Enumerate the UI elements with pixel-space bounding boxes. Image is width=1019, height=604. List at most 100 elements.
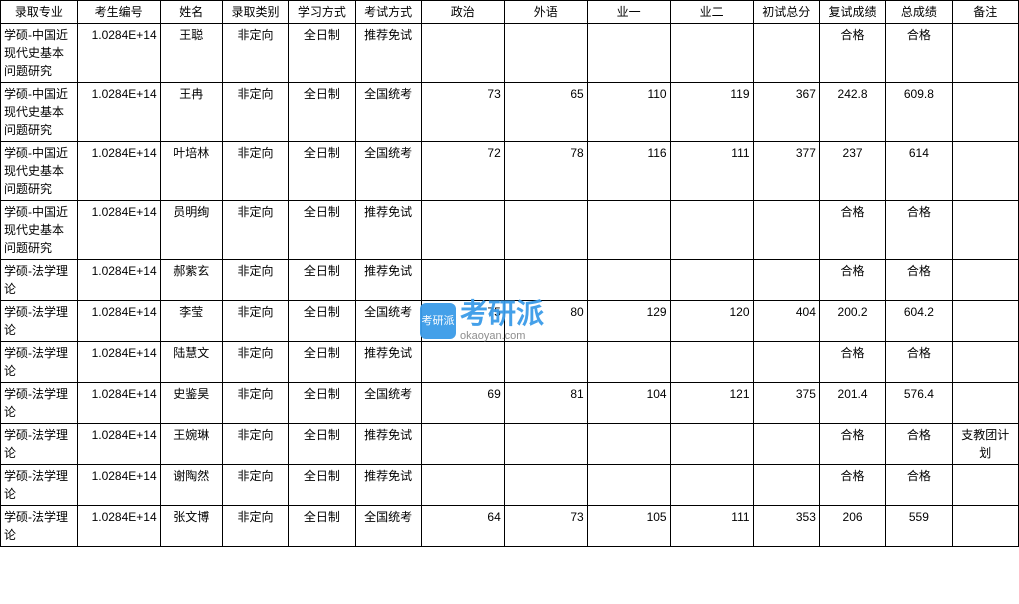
table-cell: 非定向 bbox=[222, 24, 288, 83]
table-row: 学硕-法学理论1.0284E+14郝紫玄非定向全日制推荐免试合格合格 bbox=[1, 260, 1019, 301]
table-cell: 学硕-法学理论 bbox=[1, 465, 78, 506]
col-header: 政治 bbox=[421, 1, 504, 24]
table-cell: 1.0284E+14 bbox=[77, 506, 160, 547]
table-cell bbox=[670, 260, 753, 301]
table-cell: 全日制 bbox=[289, 142, 355, 201]
table-cell: 120 bbox=[670, 301, 753, 342]
table-cell bbox=[504, 342, 587, 383]
table-cell bbox=[670, 424, 753, 465]
table-cell: 非定向 bbox=[222, 201, 288, 260]
table-cell: 合格 bbox=[819, 24, 885, 83]
table-cell: 576.4 bbox=[886, 383, 952, 424]
table-cell: 郝紫玄 bbox=[160, 260, 222, 301]
table-cell: 全日制 bbox=[289, 383, 355, 424]
table-cell: 614 bbox=[886, 142, 952, 201]
table-cell bbox=[421, 201, 504, 260]
table-cell: 375 bbox=[753, 383, 819, 424]
table-cell: 1.0284E+14 bbox=[77, 342, 160, 383]
table-cell: 119 bbox=[670, 83, 753, 142]
table-cell bbox=[421, 342, 504, 383]
table-cell: 推荐免试 bbox=[355, 424, 421, 465]
table-cell bbox=[753, 201, 819, 260]
table-cell: 201.4 bbox=[819, 383, 885, 424]
table-cell: 377 bbox=[753, 142, 819, 201]
table-cell: 推荐免试 bbox=[355, 465, 421, 506]
table-row: 学硕-法学理论1.0284E+14张文博非定向全日制全国统考6473105111… bbox=[1, 506, 1019, 547]
table-cell: 非定向 bbox=[222, 142, 288, 201]
table-cell: 非定向 bbox=[222, 383, 288, 424]
table-cell bbox=[753, 424, 819, 465]
col-header: 复试成绩 bbox=[819, 1, 885, 24]
table-cell: 合格 bbox=[819, 342, 885, 383]
table-cell: 合格 bbox=[819, 465, 885, 506]
table-row: 学硕-中国近现代史基本问题研究1.0284E+14员明绚非定向全日制推荐免试合格… bbox=[1, 201, 1019, 260]
table-cell: 1.0284E+14 bbox=[77, 465, 160, 506]
table-cell bbox=[952, 301, 1018, 342]
table-cell: 非定向 bbox=[222, 83, 288, 142]
table-cell: 学硕-法学理论 bbox=[1, 342, 78, 383]
col-header: 备注 bbox=[952, 1, 1018, 24]
table-cell: 116 bbox=[587, 142, 670, 201]
table-cell: 全国统考 bbox=[355, 506, 421, 547]
table-cell: 206 bbox=[819, 506, 885, 547]
table-cell: 全国统考 bbox=[355, 301, 421, 342]
table-cell: 全日制 bbox=[289, 83, 355, 142]
table-cell: 全日制 bbox=[289, 301, 355, 342]
table-cell: 王聪 bbox=[160, 24, 222, 83]
col-header: 姓名 bbox=[160, 1, 222, 24]
table-cell bbox=[421, 424, 504, 465]
table-cell: 张文博 bbox=[160, 506, 222, 547]
table-cell bbox=[587, 201, 670, 260]
table-cell: 学硕-法学理论 bbox=[1, 424, 78, 465]
table-cell bbox=[670, 342, 753, 383]
table-cell: 推荐免试 bbox=[355, 342, 421, 383]
table-cell bbox=[952, 142, 1018, 201]
table-cell bbox=[421, 24, 504, 83]
table-cell: 学硕-法学理论 bbox=[1, 301, 78, 342]
col-header: 学习方式 bbox=[289, 1, 355, 24]
table-row: 学硕-法学理论1.0284E+14王婉琳非定向全日制推荐免试合格合格支教团计划 bbox=[1, 424, 1019, 465]
col-header: 外语 bbox=[504, 1, 587, 24]
table-cell: 谢陶然 bbox=[160, 465, 222, 506]
table-cell bbox=[952, 260, 1018, 301]
table-cell: 合格 bbox=[886, 424, 952, 465]
table-cell: 合格 bbox=[886, 201, 952, 260]
table-cell bbox=[504, 260, 587, 301]
table-cell: 1.0284E+14 bbox=[77, 383, 160, 424]
table-cell bbox=[587, 424, 670, 465]
table-cell: 王婉琳 bbox=[160, 424, 222, 465]
table-cell: 353 bbox=[753, 506, 819, 547]
table-cell bbox=[504, 424, 587, 465]
col-header: 考试方式 bbox=[355, 1, 421, 24]
table-cell: 200.2 bbox=[819, 301, 885, 342]
table-cell bbox=[504, 465, 587, 506]
table-cell: 604.2 bbox=[886, 301, 952, 342]
table-cell: 学硕-法学理论 bbox=[1, 260, 78, 301]
table-cell: 支教团计划 bbox=[952, 424, 1018, 465]
table-cell: 1.0284E+14 bbox=[77, 301, 160, 342]
col-header: 业一 bbox=[587, 1, 670, 24]
table-cell: 69 bbox=[421, 383, 504, 424]
table-cell: 合格 bbox=[819, 201, 885, 260]
table-cell: 全日制 bbox=[289, 24, 355, 83]
table-cell bbox=[587, 24, 670, 83]
table-cell: 72 bbox=[421, 142, 504, 201]
table-cell: 1.0284E+14 bbox=[77, 24, 160, 83]
table-cell bbox=[952, 201, 1018, 260]
table-cell: 史鉴昊 bbox=[160, 383, 222, 424]
table-row: 学硕-法学理论1.0284E+14陆慧文非定向全日制推荐免试合格合格 bbox=[1, 342, 1019, 383]
table-cell: 81 bbox=[504, 383, 587, 424]
table-cell bbox=[952, 24, 1018, 83]
table-row: 学硕-法学理论1.0284E+14谢陶然非定向全日制推荐免试合格合格 bbox=[1, 465, 1019, 506]
table-cell: 78 bbox=[504, 142, 587, 201]
table-cell: 全日制 bbox=[289, 260, 355, 301]
table-cell: 合格 bbox=[819, 424, 885, 465]
table-cell: 全日制 bbox=[289, 465, 355, 506]
table-cell: 合格 bbox=[886, 342, 952, 383]
table-cell: 李莹 bbox=[160, 301, 222, 342]
table-cell bbox=[504, 201, 587, 260]
table-cell: 104 bbox=[587, 383, 670, 424]
table-cell: 73 bbox=[504, 506, 587, 547]
table-cell: 非定向 bbox=[222, 301, 288, 342]
table-row: 学硕-中国近现代史基本问题研究1.0284E+14王聪非定向全日制推荐免试合格合… bbox=[1, 24, 1019, 83]
